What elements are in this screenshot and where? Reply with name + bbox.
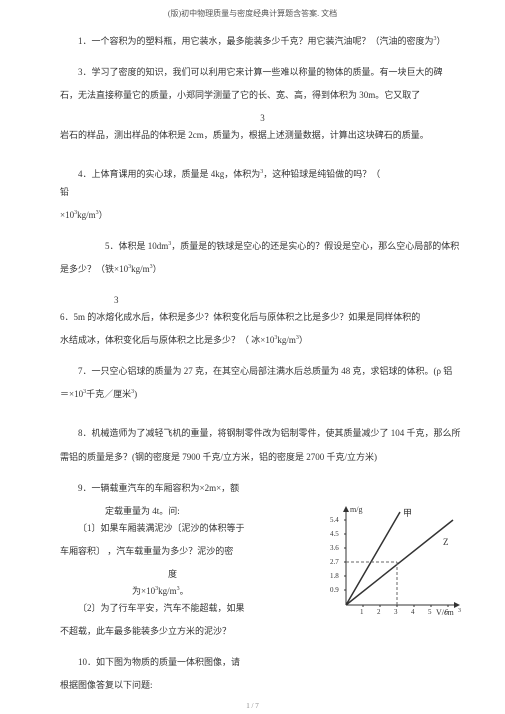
svg-text:3: 3 bbox=[394, 608, 398, 616]
q6c-text: 水结成冰，体积变化后与原体积之比是多少？（ 冰×10 bbox=[60, 335, 274, 345]
q3b2-text: 。它又取了 bbox=[375, 90, 420, 100]
svg-text:1.8: 1.8 bbox=[330, 572, 339, 580]
question-1: 1．一个容积为的塑料瓶，用它装水，最多能装多少千克？用它装汽油呢？（汽油的密度为… bbox=[60, 33, 465, 50]
q7c-text: 千克／厘米 bbox=[86, 389, 131, 399]
question-3-line3: 岩石的样品，测出样品的体积是 2cm，质量为，根据上述测量数据，计算出这块碑石的… bbox=[60, 127, 465, 144]
q6e-text: ） bbox=[299, 335, 308, 345]
question-3-line2: 石，无法直接称量它的质量，小郑同学测量了它的长、宽、高，得到体积为 30m。它又… bbox=[60, 87, 465, 104]
svg-text:4.5: 4.5 bbox=[330, 530, 339, 538]
q1-tail: ） bbox=[437, 36, 446, 46]
mass-volume-chart: m/g V/cm 3 0.9 1.8 2.7 3.6 4.5 5.4 1 2 3… bbox=[328, 500, 463, 620]
svg-text:6: 6 bbox=[445, 608, 449, 616]
y-axis-label: m/g bbox=[350, 505, 362, 514]
question-9-line1: 9．一辆载重汽车的车厢容积为×2m×，额 bbox=[60, 480, 340, 497]
q6a-text: 6．5m bbox=[60, 312, 85, 322]
q6d-text: kg/m bbox=[277, 335, 296, 345]
question-5-line2: 是多少？（铁×103kg/m3） bbox=[60, 261, 465, 278]
q4f-text: ） bbox=[99, 210, 108, 220]
question-9-line3: 〔1〕如果车厢装满泥沙〔泥沙的体积等于 bbox=[60, 520, 340, 537]
question-6-line2: 水结成冰，体积变化后与原体积之比是多少？（ 冰×103kg/m3） bbox=[60, 332, 465, 349]
page-header: (版)初中物理质量与密度经典计算题含答案. 文档 bbox=[0, 0, 505, 23]
q4d-text: ×10 bbox=[60, 210, 74, 220]
svg-text:3.6: 3.6 bbox=[330, 544, 339, 552]
question-7-line2: ＝×103千克／厘米3) bbox=[60, 386, 465, 403]
q4a-text: 4．上体育课用的实心球，质量是 4kg，体积为 bbox=[78, 169, 260, 179]
question-4-line2: ×103kg/m3） bbox=[60, 207, 465, 224]
page-footer: 1 / 7 bbox=[0, 702, 505, 710]
question-5: 5．体积是 10dm3，质量是的铁球是空心的还是实心的？假设是空心，那么空心局部… bbox=[60, 238, 465, 255]
question-9-line5: 度 bbox=[60, 566, 340, 583]
chart-line-jia bbox=[346, 512, 400, 605]
q5d-text: kg/m bbox=[131, 264, 150, 274]
q6b-text: 的冰熔化成水后，体积是多少？体积变化后与原体积之比是多少？如果是同样体积的 bbox=[85, 312, 420, 322]
q5e-text: ） bbox=[153, 264, 162, 274]
q9h-text: 。 bbox=[180, 586, 189, 596]
question-9-line7: 〔2〕为了行车平安，汽车不能超载，如果 bbox=[60, 600, 340, 617]
question-9-line2: 定载重量为 4t。问: bbox=[60, 503, 340, 520]
svg-text:2.7: 2.7 bbox=[330, 558, 339, 566]
svg-text:4: 4 bbox=[411, 608, 415, 616]
svg-text:2: 2 bbox=[377, 608, 381, 616]
q3b-text: 石，无法直接称量它的质量，小郑同学测量了它的长、宽、高，得到体积为 30m bbox=[60, 90, 375, 100]
question-9-line8: 不超载，此车最多能装多少立方米的泥沙？ bbox=[60, 623, 340, 640]
svg-text:0.9: 0.9 bbox=[330, 586, 339, 594]
q1-text: 1．一个容积为的塑料瓶，用它装水，最多能装多少千克？用它装汽油呢？（汽油的密度为 bbox=[78, 36, 434, 46]
chart-label-jia: 甲 bbox=[403, 508, 412, 518]
question-9-line6: 为×103kg/m3。 bbox=[60, 583, 340, 600]
q9g-text: kg/m bbox=[158, 586, 177, 596]
question-8-line2: 需铝的质量是多？(钢的密度是 7900 千克/立方米，铝的密度是 2700 千克… bbox=[60, 449, 465, 466]
q5a-text: 5．体积是 10dm bbox=[105, 241, 168, 251]
question-7: 7．一只空心铝球的质量为 27 克，在其空心局部注满水后总质量为 48 克，求铝… bbox=[60, 363, 465, 380]
question-10-line1: 10．如下图为物质的质量一体积图像，请 bbox=[60, 654, 340, 671]
q3c-text: 岩石的样品，测出样品的体积是 2cm bbox=[60, 130, 204, 140]
q4c-text: 铅 bbox=[60, 187, 69, 197]
q7a-text: 7．一只空心铝球的质量为 27 克，在其空心局部注满水后总质量为 48 克，求铝… bbox=[78, 366, 452, 376]
question-8: 8．机械造师为了减轻飞机的重量，将钢制零件改为铝制零件，使其质量减少了 104 … bbox=[60, 425, 465, 442]
q5b-text: ，质量是的铁球是空心的还是实心的？假设是空心，那么空心局部的体积 bbox=[171, 241, 459, 251]
q4b-text: ，这种铅球是纯铅做的吗？（ bbox=[263, 169, 380, 179]
q3c2-text: ，质量为，根据上述测量数据，计算出这块碑石的质量。 bbox=[204, 130, 429, 140]
line-3a: 3 bbox=[60, 110, 465, 127]
question-3-line1: 3．学习了密度的知识，我们可以利用它来计算一些难以称量的物体的质量。有一块巨大的… bbox=[60, 64, 465, 81]
svg-text:5.4: 5.4 bbox=[330, 516, 339, 524]
q4e-text: kg/m bbox=[77, 210, 96, 220]
question-9-line4: 车厢容积〕 ，汽车载重量为多少？泥沙的密 bbox=[60, 543, 340, 560]
q7d-text: ) bbox=[134, 389, 137, 399]
q7b-text: ＝×10 bbox=[60, 389, 83, 399]
question-10-line2: 根据图像答复以下问题: bbox=[60, 677, 340, 694]
question-6: 6．5m 的冰熔化成水后，体积是多少？体积变化后与原体积之比是多少？如果是同样体… bbox=[60, 309, 465, 326]
chart-label-z: Z bbox=[443, 537, 449, 547]
svg-text:1: 1 bbox=[360, 608, 364, 616]
q5c-text: 是多少？（铁×10 bbox=[60, 264, 128, 274]
q9f-text: 为×10 bbox=[132, 586, 155, 596]
svg-text:5: 5 bbox=[428, 608, 432, 616]
left-column: 9．一辆载重汽车的车厢容积为×2m×，额 定载重量为 4t。问: 〔1〕如果车厢… bbox=[60, 480, 340, 695]
question-4: 4．上体育课用的实心球，质量是 4kg，体积为3，这种铅球是纯铅做的吗？（ 铅 bbox=[60, 166, 465, 200]
line-3b: 3 bbox=[60, 292, 465, 309]
svg-text:3: 3 bbox=[458, 608, 461, 614]
